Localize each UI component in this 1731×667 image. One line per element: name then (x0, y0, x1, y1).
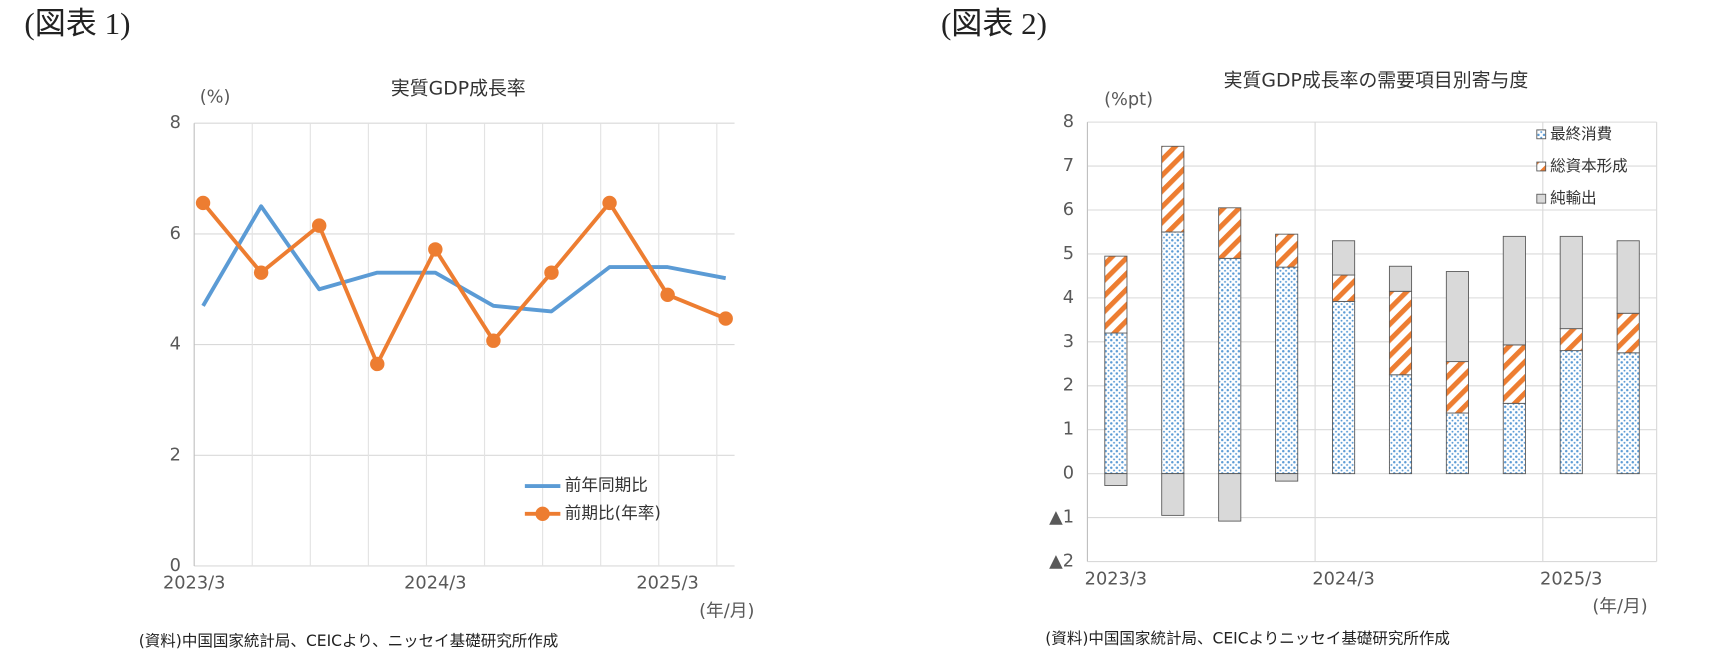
bar-segment (1388, 290, 1413, 376)
point (486, 333, 501, 348)
bar-segment (1445, 361, 1469, 414)
bar-segment (1502, 402, 1526, 475)
bar-segment (1332, 300, 1356, 475)
x-tick-label: 2024/3 (404, 574, 466, 594)
legend-marker (535, 506, 550, 522)
figure-label: (図表 1) (24, 6, 130, 41)
chart-title: 実質GDP成長率 (391, 77, 526, 99)
bar-segment (1218, 207, 1242, 259)
legend-swatch (1536, 161, 1547, 172)
source: (資料)中国国家統計局、CEICより、ニッセイ基礎研究所作成 (139, 632, 559, 650)
bar-segment (1445, 271, 1469, 363)
y-tick-label: 6 (170, 224, 181, 244)
point (370, 356, 385, 372)
bar-segment (1388, 374, 1413, 475)
bar-segment (1332, 274, 1356, 302)
bar-segment (1275, 473, 1299, 482)
figure-label: (図表 2) (941, 6, 1047, 41)
y-tick-label: 5 (1063, 244, 1074, 264)
bar-segment (1218, 257, 1242, 475)
legend-label: 前年同期比 (565, 476, 648, 495)
bar-segment (1559, 235, 1583, 330)
bar-segment (1104, 332, 1128, 475)
y-tick-label: 7 (1063, 156, 1074, 176)
bar-segment (1616, 240, 1640, 314)
point (660, 287, 675, 303)
x-tick-label: 2025/3 (1540, 569, 1602, 589)
source: (資料)中国国家統計局、CEICよりニッセイ基礎研究所作成 (1045, 630, 1450, 648)
x-unit: (年/月) (699, 600, 754, 621)
bar-segment (1104, 473, 1128, 486)
x-tick-label: 2025/3 (636, 574, 698, 594)
legend-label: 最終消費 (1550, 125, 1612, 143)
y-tick-label: 4 (170, 335, 181, 355)
line (201, 200, 727, 366)
y-tick-label: 4 (1063, 288, 1074, 308)
legend-label: 純輸出 (1550, 189, 1597, 207)
bar-segment (1332, 240, 1356, 276)
bar-segment (1559, 328, 1583, 352)
bar-segment (1388, 265, 1413, 292)
y-tick-label: 1 (1063, 420, 1074, 440)
legend-swatch (1536, 129, 1547, 140)
y-tick-label: ▲1 (1049, 508, 1074, 528)
y-unit: (%) (200, 88, 231, 108)
chart-title: 実質GDP成長率の需要項目別寄与度 (1224, 70, 1529, 92)
bar-segment (1104, 255, 1128, 334)
y-tick-label: 2 (170, 445, 181, 465)
bar-segment (1445, 412, 1469, 475)
y-tick-label: 8 (170, 113, 181, 133)
x-unit: (年/月) (1592, 596, 1647, 617)
point (253, 265, 269, 280)
x-tick-label: 2023/3 (1085, 569, 1147, 589)
point (195, 195, 211, 211)
bar-segment (1161, 145, 1185, 233)
bar-segment (1161, 231, 1185, 475)
y-tick-label: 6 (1063, 200, 1074, 220)
x-tick-label: 2023/3 (163, 574, 225, 594)
y-tick-label: 0 (1063, 464, 1074, 484)
bar-segment (1616, 312, 1640, 354)
y-tick-label: 0 (170, 556, 181, 576)
bar-segment (1502, 344, 1526, 404)
y-tick-label: 8 (1063, 112, 1074, 132)
bar-segment (1275, 233, 1299, 268)
y-tick-label: 2 (1063, 376, 1074, 396)
point (544, 265, 559, 280)
x-tick-label: 2024/3 (1312, 569, 1374, 589)
bar-segment (1161, 473, 1185, 516)
bar-segment (1559, 350, 1583, 475)
legend-swatch (1536, 193, 1547, 204)
point (718, 311, 733, 326)
point (311, 218, 327, 233)
point (428, 242, 443, 257)
legend-label: 前期比(年率) (565, 503, 661, 522)
bar-segment (1218, 473, 1242, 522)
bar-segment (1275, 266, 1299, 475)
legend-label: 総資本形成 (1550, 157, 1628, 175)
y-tick-label: ▲2 (1049, 552, 1074, 572)
bar-segment (1616, 352, 1640, 475)
point (602, 195, 617, 211)
y-unit: (%pt) (1104, 90, 1153, 110)
bar-segment (1502, 235, 1526, 346)
y-tick-label: 3 (1063, 332, 1074, 352)
